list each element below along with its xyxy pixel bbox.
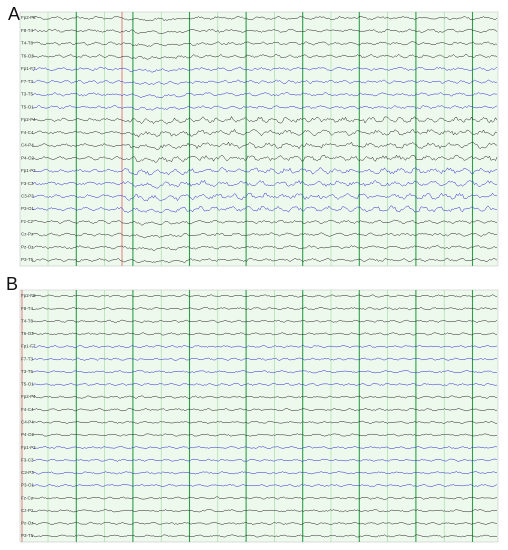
channel-label: Fz-Cz — [21, 219, 34, 224]
channel-label: T4-T6 — [21, 41, 33, 46]
channel-label: P4-O2 — [21, 432, 35, 437]
channel-label: F4-C4 — [21, 407, 34, 412]
channel-label: Cz-Pz — [21, 508, 34, 513]
channel-label: P4-O2 — [21, 155, 35, 160]
channel-label: Fp2-F8 — [21, 293, 36, 298]
channel-label: P3-T5 — [21, 533, 34, 538]
channel-label: F3-C3 — [21, 181, 34, 186]
channel-label: T3-T5 — [21, 92, 33, 97]
channel-label: F7-T3 — [21, 356, 33, 361]
channel-label: C3-P3 — [21, 194, 34, 199]
channel-label: Fp2-F8 — [21, 15, 36, 20]
channel-label: T6-O2 — [21, 53, 34, 58]
eeg-figure: A Fp2-F8F8-T4T4-T6T6-O2Fp1-F7F7-T3T3-T5T5… — [0, 0, 508, 550]
channel-label: F4-C4 — [21, 130, 34, 135]
channel-label: F7-T3 — [21, 79, 33, 84]
channel-label: C4-P4 — [21, 420, 34, 425]
channel-label: T3-T5 — [21, 369, 33, 374]
channel-label: Cz-Pz — [21, 232, 34, 237]
channel-label: F3-C3 — [21, 457, 34, 462]
channel-label: Fp1-F3 — [21, 445, 36, 450]
channel-label: P3-T5 — [21, 257, 34, 262]
channel-label: F8-T4 — [21, 28, 33, 33]
panel-label: B — [6, 274, 18, 294]
channel-label: T5-O1 — [21, 104, 34, 109]
channel-label: Pz-Oz — [21, 521, 34, 526]
trace-background — [20, 290, 498, 542]
channel-label: P3-O1 — [21, 483, 35, 488]
channel-label: C3-P3 — [21, 470, 34, 475]
channel-label: Fp1-F3 — [21, 168, 36, 173]
channel-label: P3-O1 — [21, 206, 35, 211]
channel-label: C4-P4 — [21, 143, 34, 148]
channel-label: Fp1-F7 — [21, 344, 36, 349]
channel-label: Fp2-F4 — [21, 394, 36, 399]
channel-label: Fp2-F4 — [21, 117, 36, 122]
channel-label: T6-O2 — [21, 331, 34, 336]
trace-background — [20, 12, 498, 266]
channel-label: Fz-Cz — [21, 495, 34, 500]
channel-label: F8-T4 — [21, 306, 33, 311]
channel-label: Fp1-F7 — [21, 66, 36, 71]
channel-label: T4-T6 — [21, 318, 33, 323]
panel-label: A — [8, 4, 20, 24]
channel-label: Pz-Oz — [21, 244, 34, 249]
channel-label: T5-O1 — [21, 382, 34, 387]
